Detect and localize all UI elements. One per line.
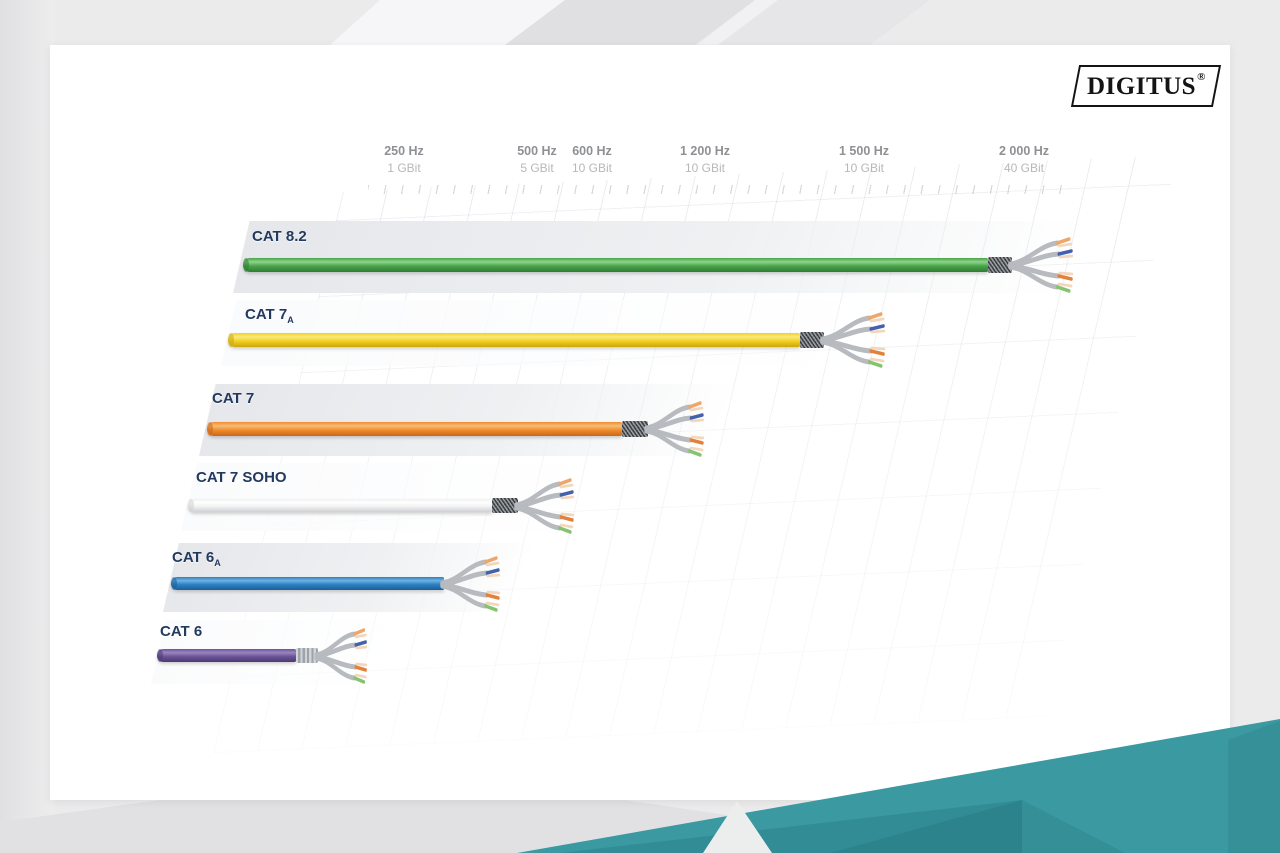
cable-category-label: CAT 7A	[245, 306, 294, 325]
cable-row-cat7: CAT 7	[50, 45, 1230, 800]
bandwidth-label: 10 GBit	[684, 161, 726, 175]
frequency-label: 250 Hz	[384, 144, 424, 158]
frequency-label: 2 000 Hz	[998, 144, 1050, 158]
frequency-label: 1 200 Hz	[679, 144, 731, 158]
axis-column-250hz: 250 Hz 1 GBit	[384, 144, 424, 175]
cable-wire-pairs-icon	[314, 627, 368, 684]
cable-jacket	[243, 258, 988, 272]
bandwidth-label: 10 GBit	[839, 161, 889, 175]
bandwidth-label: 40 GBit	[999, 161, 1049, 175]
cable-category-label: CAT 7 SOHO	[196, 469, 287, 486]
cable-row-cat6a: CAT 6A	[50, 45, 1230, 800]
cable-shield-braid	[800, 332, 824, 348]
bandwidth-label: 10 GBit	[571, 161, 613, 175]
axis-column-500hz: 500 Hz 5 GBit	[517, 144, 557, 175]
axis-tick-marks	[368, 185, 1073, 194]
cable-shield-braid	[296, 648, 318, 663]
cable-wire-pairs-icon	[440, 555, 501, 612]
cable-row-cat82: CAT 8.2	[50, 45, 1230, 800]
cable-shield-braid	[622, 421, 648, 437]
cable-wire-pairs-icon	[1008, 237, 1074, 293]
cable-row-cat7a: CAT 7A	[50, 45, 1230, 800]
frequency-label: 1 500 Hz	[838, 144, 890, 158]
cable-wire-pairs-icon	[514, 477, 575, 534]
bandwidth-label: 1 GBit	[387, 161, 421, 175]
bandwidth-label: 5 GBit	[520, 161, 554, 175]
cable-jacket	[207, 422, 622, 436]
cable-category-label: CAT 8.2	[252, 228, 307, 245]
cable-jacket	[157, 649, 296, 662]
cable-shield-braid	[492, 498, 518, 513]
cable-category-label: CAT 6	[160, 623, 203, 640]
cable-shield-braid	[988, 257, 1012, 273]
cable-row-cat6: CAT 6	[50, 45, 1230, 800]
cable-jacket	[228, 333, 800, 347]
content-card: DIGITUS® 250 Hz 1 GBit 500 Hz 5 GBit 600…	[50, 45, 1230, 800]
cable-wire-pairs-icon	[644, 401, 705, 457]
axis-column-1200hz: 1 200 Hz 10 GBit	[680, 144, 730, 175]
cable-jacket	[188, 499, 492, 512]
cable-wire-pairs-icon	[820, 312, 886, 368]
frequency-label: 600 Hz	[572, 144, 612, 158]
cable-category-label: CAT 7	[212, 390, 255, 407]
axis-column-600hz: 600 Hz 10 GBit	[572, 144, 612, 175]
cable-category-label: CAT 6A	[172, 549, 221, 568]
cable-jacket	[171, 577, 444, 590]
axis-column-2000hz: 2 000 Hz 40 GBit	[999, 144, 1049, 175]
axis-column-1500hz: 1 500 Hz 10 GBit	[839, 144, 889, 175]
cable-row-cat7soho: CAT 7 SOHO	[50, 45, 1230, 800]
frequency-label: 500 Hz	[517, 144, 557, 158]
